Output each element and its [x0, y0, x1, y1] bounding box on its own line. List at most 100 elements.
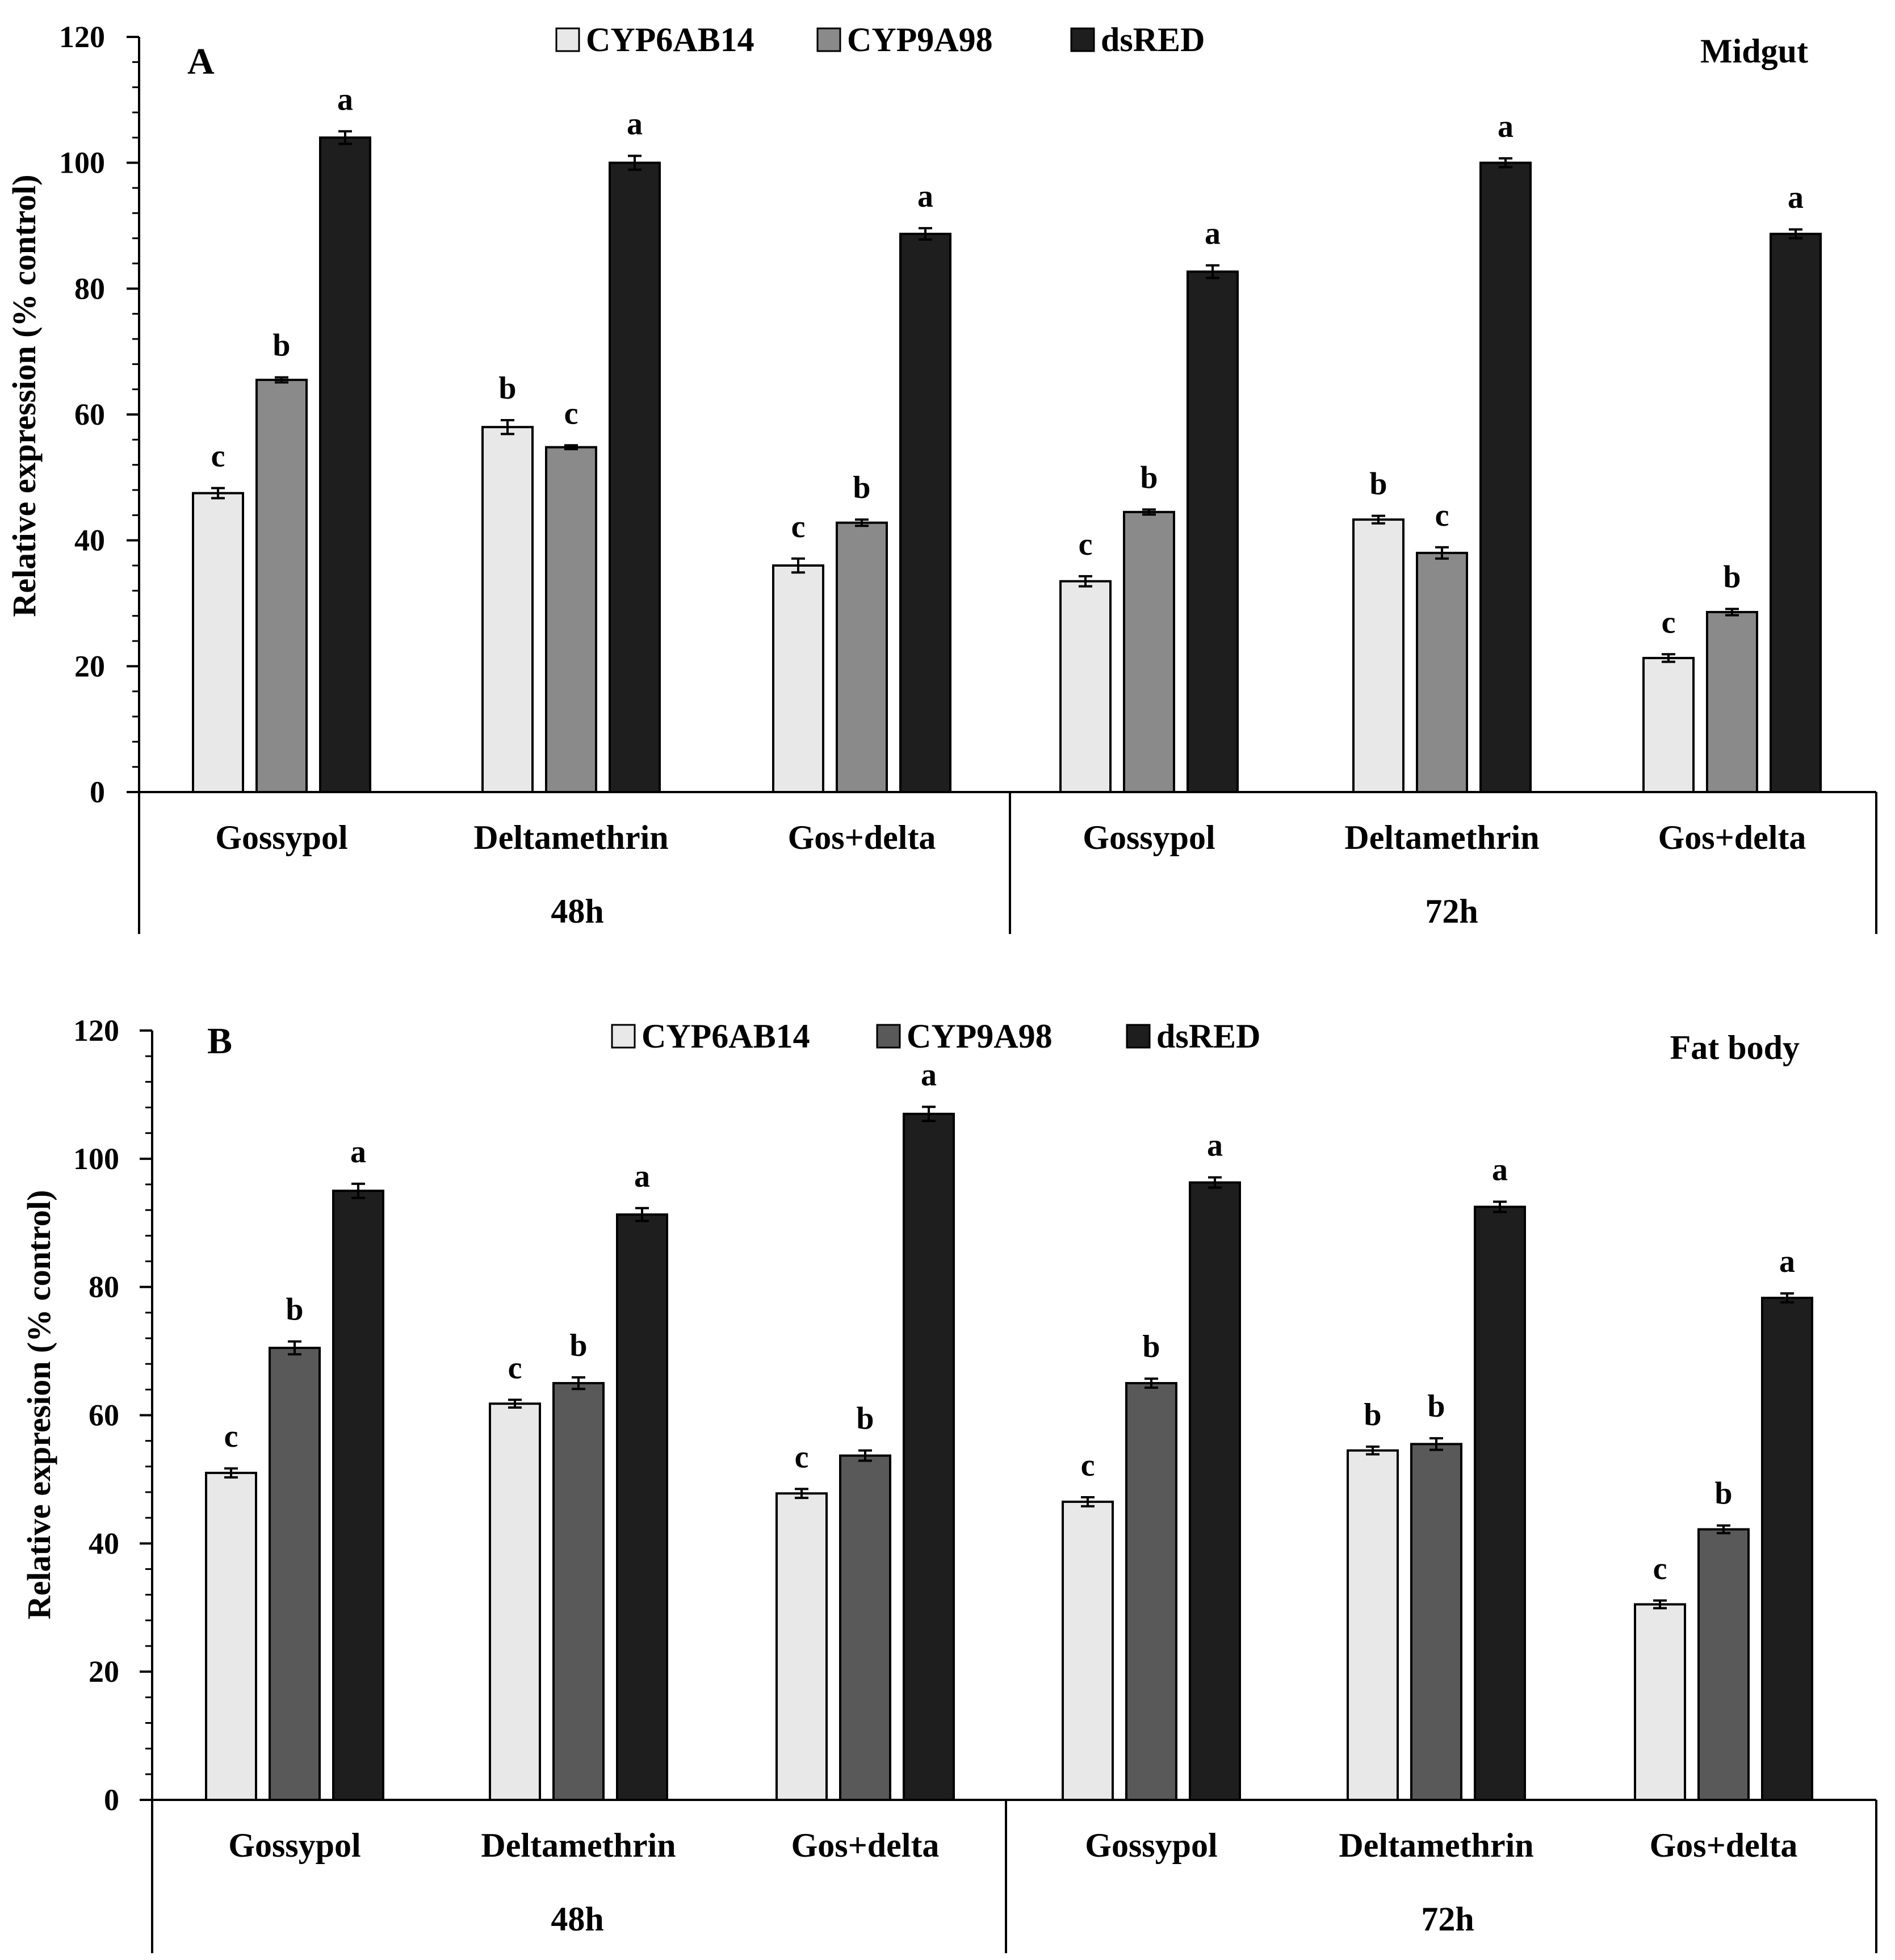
bar — [772, 564, 824, 793]
y-tick-label: 100 — [59, 146, 105, 180]
category-label: Gos+delta — [791, 1827, 940, 1864]
significance-label: c — [795, 1439, 809, 1475]
significance-label: b — [1364, 1397, 1381, 1433]
bar — [1352, 518, 1405, 793]
significance-label: b — [856, 1401, 874, 1437]
tissue-label: Midgut — [1700, 32, 1808, 70]
legend: CYP6AB14 CYP9A98 dsRED — [555, 21, 1205, 58]
y-tick-label: 40 — [74, 523, 105, 558]
chart-panel-b: B Fat body Relative expresion (% control… — [20, 1013, 1877, 1953]
category-label: Gossypol — [215, 819, 347, 856]
y-axis-title: Relative expression (% control) — [6, 174, 43, 617]
significance-label: b — [1142, 1329, 1160, 1364]
legend-swatch-cyp9a98 — [816, 27, 841, 52]
legend: CYP6AB14 CYP9A98 dsRED — [611, 1017, 1260, 1055]
significance-label: c — [1435, 498, 1449, 533]
y-tick-label: 20 — [89, 1655, 119, 1689]
legend-label-cyp9a98: CYP9A98 — [907, 1017, 1053, 1055]
significance-label: b — [569, 1328, 587, 1363]
significance-label: a — [1205, 216, 1221, 251]
y-tick-label: 20 — [74, 649, 105, 683]
significance-label: c — [1081, 1448, 1095, 1483]
y-tick-label: 0 — [104, 1783, 119, 1817]
bar — [616, 1213, 668, 1801]
bar — [192, 492, 244, 793]
bar — [545, 446, 597, 793]
legend-swatch-cyp9a98 — [876, 1024, 901, 1049]
bar — [1642, 656, 1695, 794]
significance-label: a — [350, 1134, 366, 1170]
significance-label: b — [1714, 1476, 1732, 1511]
labels: Gossypol Deltamethrin Gos+delta Gossypol… — [228, 1827, 1797, 1938]
significance-label: a — [1779, 1244, 1795, 1279]
significance-label: b — [1723, 559, 1741, 594]
bar — [332, 1190, 384, 1802]
category-label: Gos+delta — [1658, 819, 1806, 856]
significance-label: c — [508, 1350, 522, 1385]
y-tick-label: 100 — [73, 1142, 119, 1176]
significance-label: c — [211, 439, 225, 474]
y-tick-label: 120 — [73, 1013, 119, 1048]
bar — [903, 1112, 955, 1801]
significance-label: b — [272, 328, 290, 363]
bar — [1706, 611, 1758, 794]
significance-label: b — [1140, 460, 1158, 495]
bar — [1059, 580, 1112, 793]
axes: 0 20 40 60 80 100 120 — [73, 1013, 1877, 1953]
significance-label: a — [1207, 1128, 1223, 1163]
legend-label-dsred: dsRED — [1156, 1017, 1260, 1055]
bar — [1123, 510, 1175, 794]
significance-label: c — [1079, 527, 1093, 562]
significance-label: c — [224, 1419, 238, 1454]
significance-label: c — [564, 396, 578, 431]
y-tick-label: 60 — [74, 397, 105, 432]
bar — [839, 1454, 891, 1801]
category-label: Deltamethrin — [473, 819, 668, 856]
bar — [1187, 270, 1239, 793]
bar — [1062, 1500, 1114, 1801]
bar — [1474, 1205, 1526, 1801]
bar — [1410, 1443, 1462, 1801]
significance-label: a — [627, 106, 643, 141]
significance-label: a — [1492, 1152, 1508, 1187]
y-axis-title: Relative expresion (% control) — [20, 1190, 57, 1620]
legend-label-dsred: dsRED — [1101, 21, 1205, 58]
bar — [775, 1492, 828, 1801]
y-tick-label: 0 — [90, 775, 105, 809]
bar — [1416, 551, 1468, 793]
bar — [1479, 161, 1532, 794]
panel-letter: B — [207, 1020, 232, 1062]
bars: c b a b c a c b a c b a b c a c b a — [192, 82, 1822, 794]
category-label: Gos+delta — [1650, 1827, 1798, 1864]
chart-panel-a: A Midgut Relative expression (% control)… — [6, 20, 1877, 934]
bar — [255, 379, 308, 793]
bars: c b a c b a c b a c b a b b a c b a — [205, 1057, 1813, 1802]
significance-label: b — [498, 371, 516, 406]
y-tick-label: 80 — [74, 271, 105, 305]
bar — [319, 136, 371, 793]
category-label: Gos+delta — [788, 819, 936, 856]
bar — [552, 1382, 605, 1802]
significance-label: a — [634, 1159, 650, 1194]
bar — [205, 1472, 257, 1801]
group-label: 48h — [551, 893, 603, 930]
legend-label-cyp6ab14: CYP6AB14 — [586, 21, 754, 58]
group-label: 48h — [551, 1900, 603, 1938]
y-tick-label: 40 — [89, 1526, 119, 1560]
category-label: Deltamethrin — [481, 1827, 676, 1864]
bar — [269, 1346, 321, 1801]
significance-label: b — [853, 470, 870, 505]
legend-swatch-dsred — [1070, 27, 1095, 52]
bar — [1125, 1382, 1177, 1802]
significance-label: b — [286, 1292, 303, 1327]
bar — [1761, 1296, 1813, 1802]
legend-label-cyp6ab14: CYP6AB14 — [642, 1017, 810, 1055]
panel-letter: A — [187, 41, 215, 82]
category-label: Gossypol — [228, 1827, 360, 1864]
bar — [489, 1402, 541, 1802]
legend-label-cyp9a98: CYP9A98 — [847, 21, 993, 58]
category-label: Deltamethrin — [1344, 819, 1539, 856]
labels: Gossypol Deltamethrin Gos+delta Gossypol… — [215, 819, 1806, 930]
bar — [1770, 232, 1822, 793]
